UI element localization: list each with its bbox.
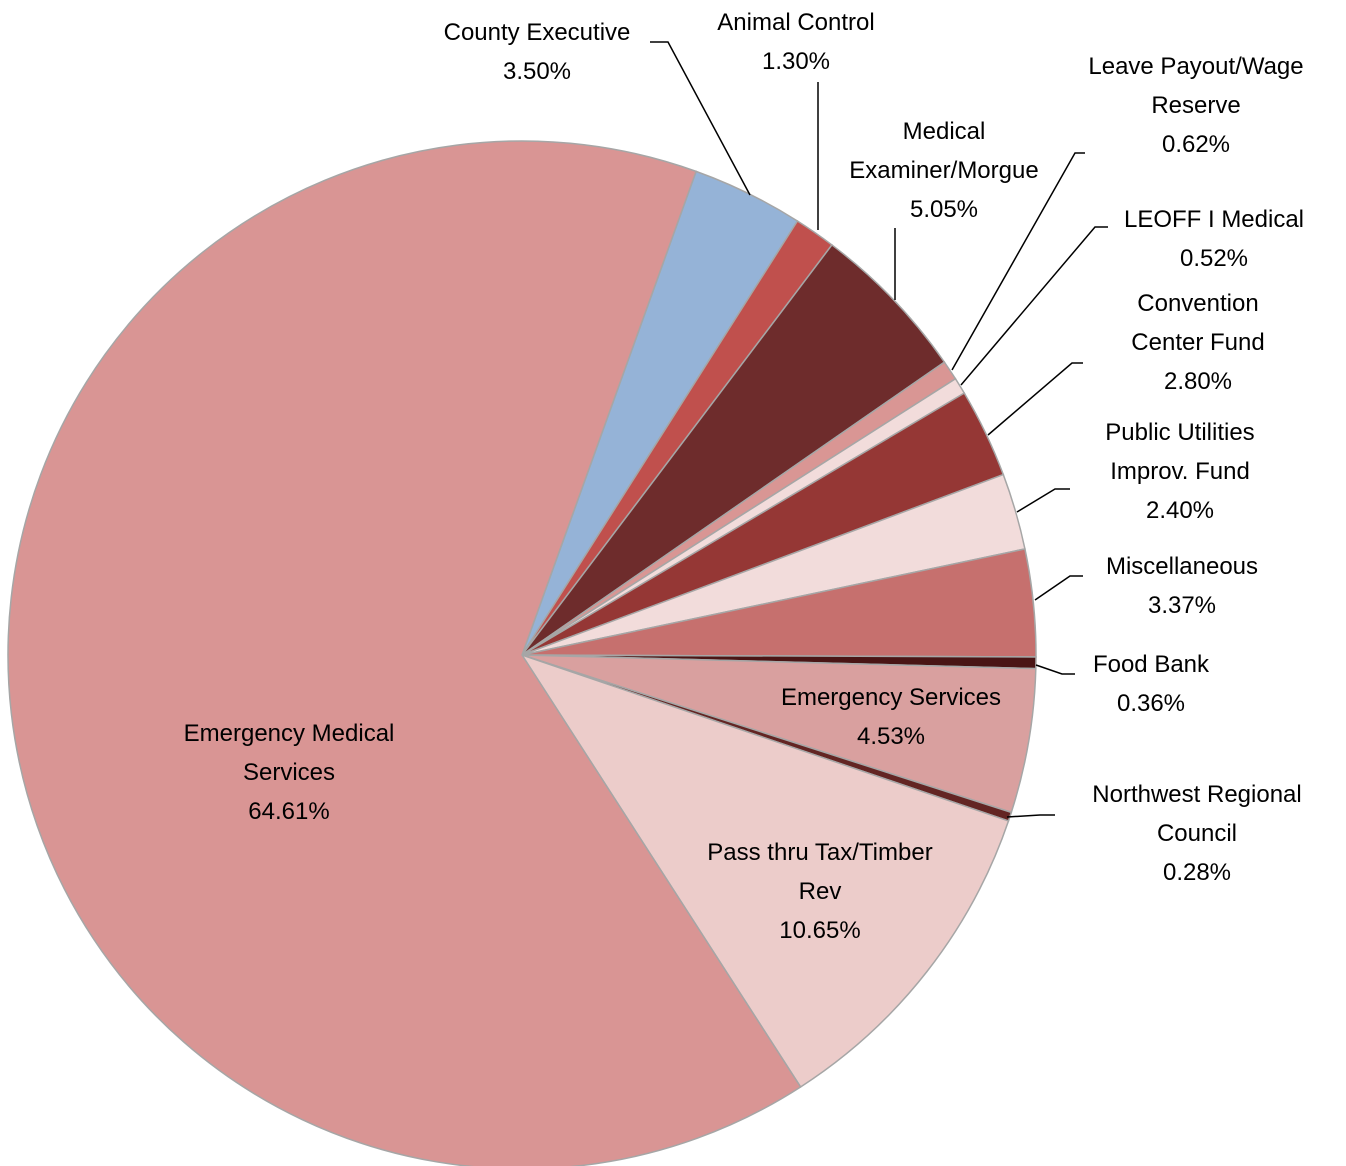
category-name: Emergency Medical Services: [183, 720, 395, 786]
slice-label: Medical Examiner/Morgue 5.05%: [829, 112, 1059, 229]
leader-line: [960, 226, 1108, 386]
category-name: Animal Control: [717, 9, 875, 36]
slice-label: County Executive 3.50%: [407, 13, 667, 91]
slice-label: LEOFF I Medical 0.52%: [1089, 200, 1339, 278]
category-name: Miscellaneous: [1105, 553, 1259, 580]
slice-label: Convention Center Fund 2.80%: [1098, 284, 1298, 401]
value-label: 4.53%: [856, 723, 926, 750]
leader-line: [1034, 575, 1083, 601]
leader-line: [1035, 664, 1075, 675]
value-label: 0.28%: [1162, 859, 1232, 886]
leader-line: [650, 41, 751, 196]
category-name: Public Utilities Improv. Fund: [1105, 419, 1255, 485]
value-label: 0.52%: [1179, 245, 1249, 272]
value-label: 64.61%: [248, 798, 330, 825]
value-label: 5.05%: [909, 196, 979, 223]
value-label: 0.62%: [1161, 131, 1231, 158]
value-label: 3.37%: [1147, 592, 1217, 619]
category-name: Pass thru Tax/Timber Rev: [707, 839, 933, 905]
slice-label: Northwest Regional Council 0.28%: [1057, 775, 1337, 892]
leader-line: [1006, 814, 1055, 818]
value-label: 2.40%: [1145, 497, 1215, 524]
leader-line: [987, 362, 1083, 436]
pie-slice: [521, 243, 946, 656]
leader-line: [1016, 488, 1070, 513]
category-name: Convention Center Fund: [1131, 290, 1265, 356]
category-name: LEOFF I Medical: [1123, 206, 1305, 233]
slice-label: Emergency Services 4.53%: [741, 678, 1041, 756]
value-label: 3.50%: [502, 58, 572, 85]
category-name: Food Bank: [1092, 651, 1210, 678]
slice-label: Leave Payout/Wage Reserve 0.62%: [1076, 47, 1316, 164]
value-label: 10.65%: [779, 917, 861, 944]
slice-label: Food Bank 0.36%: [1051, 645, 1251, 723]
slice-label: Pass thru Tax/Timber Rev 10.65%: [685, 833, 955, 950]
category-name: Leave Payout/Wage Reserve: [1088, 53, 1304, 119]
leader-line: [951, 152, 1085, 371]
slice-label: Miscellaneous 3.37%: [1072, 547, 1292, 625]
slice-label: Public Utilities Improv. Fund 2.40%: [1075, 413, 1285, 530]
value-label: 1.30%: [761, 48, 831, 75]
value-label: 0.36%: [1116, 690, 1186, 717]
category-name: Medical Examiner/Morgue: [849, 118, 1039, 184]
slice-label: Animal Control 1.30%: [681, 3, 911, 81]
pie-slice: [520, 653, 1010, 1088]
pie-slice: [7, 140, 802, 1166]
category-name: County Executive: [443, 19, 631, 46]
category-name: Emergency Services: [780, 684, 1002, 711]
slice-label: Emergency Medical Services 64.61%: [169, 714, 409, 831]
category-name: Northwest Regional Council: [1092, 781, 1302, 847]
value-label: 2.80%: [1163, 368, 1233, 395]
